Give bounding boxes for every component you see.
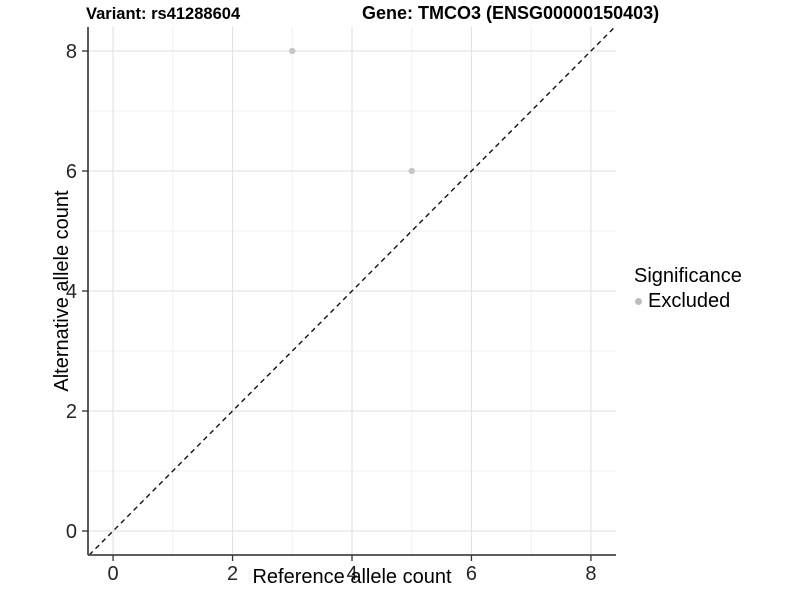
plot-title-gene: Gene: TMCO3 (ENSG00000150403): [362, 3, 660, 23]
x-axis-tick-label: 0: [108, 563, 119, 585]
y-axis-tick-label: 6: [66, 161, 77, 183]
y-axis-tick-label: 4: [66, 281, 77, 303]
y-axis-tick-label: 2: [66, 401, 77, 423]
x-axis-tick-label: 8: [585, 563, 596, 585]
legend-item-excluded: Excluded: [632, 290, 742, 312]
plot-title-variant: Variant: rs41288604: [86, 5, 241, 23]
y-axis-tick-label: 0: [66, 521, 77, 543]
legend-title: Significance: [634, 265, 742, 287]
legend-key-dot-icon: [635, 297, 642, 305]
data-point: [289, 47, 296, 55]
legend-item-label: Excluded: [648, 290, 731, 312]
x-axis-tick-label: 2: [227, 563, 238, 585]
x-axis-tick-label: 6: [466, 563, 477, 585]
x-axis-title: Reference allele count: [252, 566, 452, 588]
data-point: [408, 167, 415, 175]
legend: Significance Excluded: [632, 265, 742, 312]
y-axis-tick-label: 8: [66, 41, 77, 63]
y-axis-title: Alternative allele count: [51, 190, 73, 392]
identity-reference-line: [88, 26, 616, 556]
x-axis-tick-label: 4: [346, 563, 357, 585]
